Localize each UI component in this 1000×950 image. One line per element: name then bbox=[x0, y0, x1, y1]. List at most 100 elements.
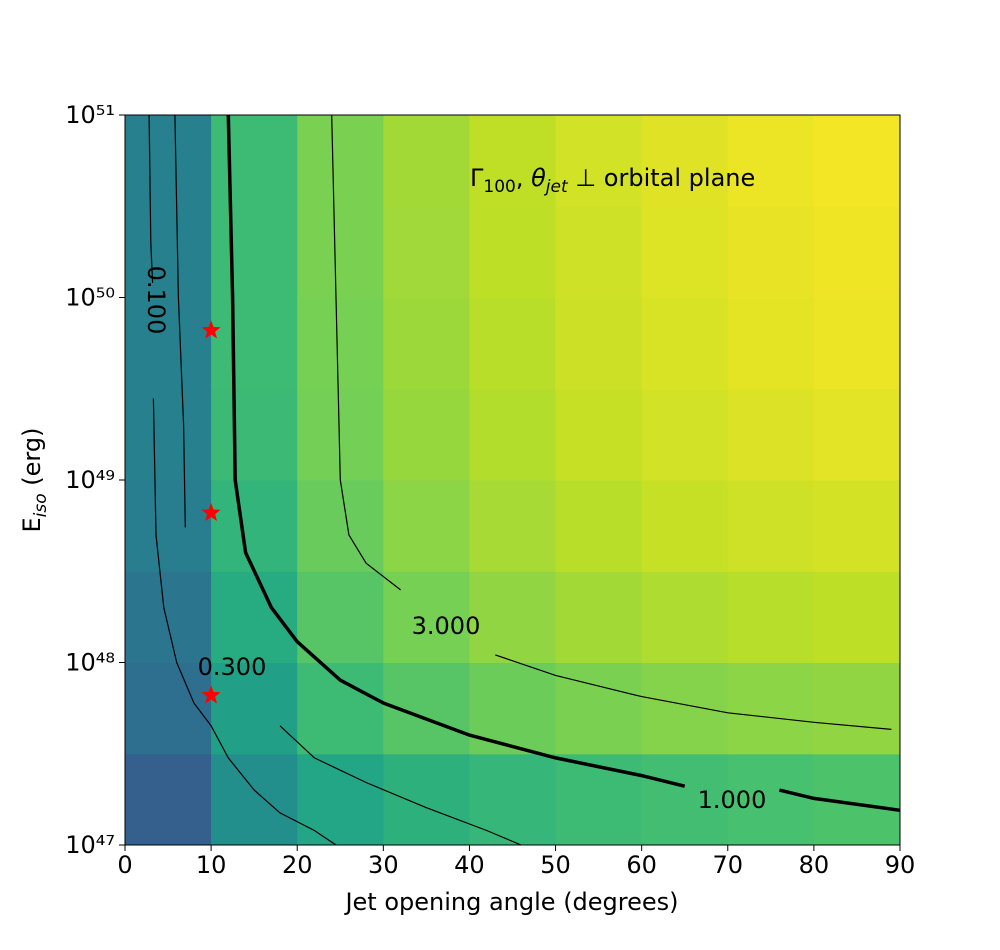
contour-label: 1.000 bbox=[698, 786, 767, 814]
heat-cell bbox=[727, 753, 815, 846]
heat-cell bbox=[125, 480, 212, 572]
heat-cell bbox=[125, 388, 212, 481]
contour-label: 3.000 bbox=[412, 612, 481, 640]
contour-line bbox=[174, 114, 522, 846]
heat-cell bbox=[727, 571, 815, 663]
y-tick-label: 10⁴⁸ bbox=[65, 649, 115, 677]
x-axis-label: Jet opening angle (degrees) bbox=[343, 888, 678, 916]
heat-cell bbox=[555, 753, 643, 846]
heat-cell bbox=[211, 115, 298, 207]
heat-cell bbox=[641, 753, 729, 846]
contour-label: 0.300 bbox=[198, 653, 267, 681]
y-tick-label: 10⁵¹ bbox=[65, 101, 115, 129]
heat-cell bbox=[469, 662, 557, 755]
heat-cell bbox=[641, 115, 729, 207]
heat-cell bbox=[297, 480, 384, 572]
contour-line bbox=[331, 114, 892, 730]
star-marker bbox=[201, 502, 221, 521]
heat-cell bbox=[125, 753, 212, 846]
heat-cell bbox=[641, 571, 729, 663]
contours: 0.100 0.300 1.000 3.000 bbox=[142, 114, 901, 846]
x-tick-label: 0 bbox=[117, 851, 132, 879]
heat-cell bbox=[727, 297, 815, 390]
annotation-part: jet bbox=[544, 177, 569, 197]
heat-cell bbox=[813, 115, 901, 207]
y-tick-label: 10⁵⁰ bbox=[65, 284, 115, 312]
heat-cell bbox=[211, 571, 298, 663]
x-tick-label: 80 bbox=[799, 851, 830, 879]
x-tick-label: 90 bbox=[885, 851, 916, 879]
heat-cell bbox=[469, 753, 557, 846]
heat-cell bbox=[555, 662, 643, 755]
y-label-base: E bbox=[18, 517, 46, 532]
heat-cell bbox=[383, 297, 470, 390]
heat-cell bbox=[555, 571, 643, 663]
heat-cell bbox=[813, 662, 901, 755]
heat-cell bbox=[555, 297, 643, 390]
heat-cell bbox=[125, 297, 212, 390]
heat-cell bbox=[469, 480, 557, 572]
x-tick-label: 10 bbox=[196, 851, 227, 879]
heat-cell bbox=[297, 297, 384, 390]
heat-cell bbox=[727, 662, 815, 755]
heat-cell bbox=[211, 662, 298, 755]
annotation-part: , bbox=[516, 164, 531, 192]
contour-line bbox=[226, 114, 901, 813]
heat-cell bbox=[125, 571, 212, 663]
x-tick-label: 20 bbox=[282, 851, 313, 879]
contour-label: 0.100 bbox=[142, 266, 170, 335]
heat-cell bbox=[641, 206, 729, 298]
heat-cell bbox=[641, 662, 729, 755]
x-tick-label: 70 bbox=[713, 851, 744, 879]
heat-cell bbox=[813, 206, 901, 298]
y-axis-label: Eiso (erg) bbox=[18, 428, 51, 533]
heat-cell bbox=[211, 753, 298, 846]
heat-cell bbox=[813, 480, 901, 572]
annotation-part: ⊥ orbital plane bbox=[568, 164, 756, 192]
heat-cell bbox=[125, 662, 212, 755]
y-tick-label: 10⁴⁷ bbox=[65, 831, 115, 859]
heat-cell bbox=[383, 115, 470, 207]
heat-cell bbox=[641, 480, 729, 572]
heat-cell bbox=[555, 388, 643, 481]
heat-cell bbox=[383, 571, 470, 663]
heat-cell bbox=[297, 662, 384, 755]
heat-cell bbox=[125, 115, 212, 207]
heat-cell bbox=[297, 206, 384, 298]
heatmap bbox=[125, 115, 901, 846]
heat-cell bbox=[727, 480, 815, 572]
y-label-sub: iso bbox=[31, 493, 51, 517]
heat-cell bbox=[469, 388, 557, 481]
heat-cell bbox=[469, 115, 557, 207]
heat-cell bbox=[383, 206, 470, 298]
annotation-part: θ bbox=[531, 164, 546, 192]
heat-cell bbox=[383, 753, 470, 846]
heat-cell bbox=[813, 297, 901, 390]
heat-cell bbox=[383, 480, 470, 572]
heat-cell bbox=[469, 571, 557, 663]
heat-cell bbox=[211, 297, 298, 390]
heat-cell bbox=[727, 115, 815, 207]
heat-cell bbox=[297, 115, 384, 207]
heat-cell bbox=[813, 571, 901, 663]
x-tick-label: 30 bbox=[368, 851, 399, 879]
y-tick-label: 10⁴⁹ bbox=[65, 466, 115, 494]
heat-cell bbox=[727, 206, 815, 298]
x-tick-label: 50 bbox=[540, 851, 571, 879]
x-tick-label: 40 bbox=[454, 851, 485, 879]
heat-cell bbox=[211, 206, 298, 298]
annotation-part: Γ bbox=[470, 164, 484, 192]
annotation-part: 100 bbox=[483, 177, 515, 197]
heat-cell bbox=[555, 206, 643, 298]
heat-cell bbox=[383, 388, 470, 481]
annotation: Γ100, θjet ⊥ orbital plane bbox=[470, 164, 755, 197]
heat-cell bbox=[125, 206, 212, 298]
heat-cell bbox=[641, 297, 729, 390]
heat-cell bbox=[813, 388, 901, 481]
heat-cell bbox=[211, 388, 298, 481]
heat-cell bbox=[297, 571, 384, 663]
heat-cell bbox=[641, 388, 729, 481]
contour-line bbox=[148, 114, 337, 846]
y-label-unit: (erg) bbox=[18, 428, 46, 494]
